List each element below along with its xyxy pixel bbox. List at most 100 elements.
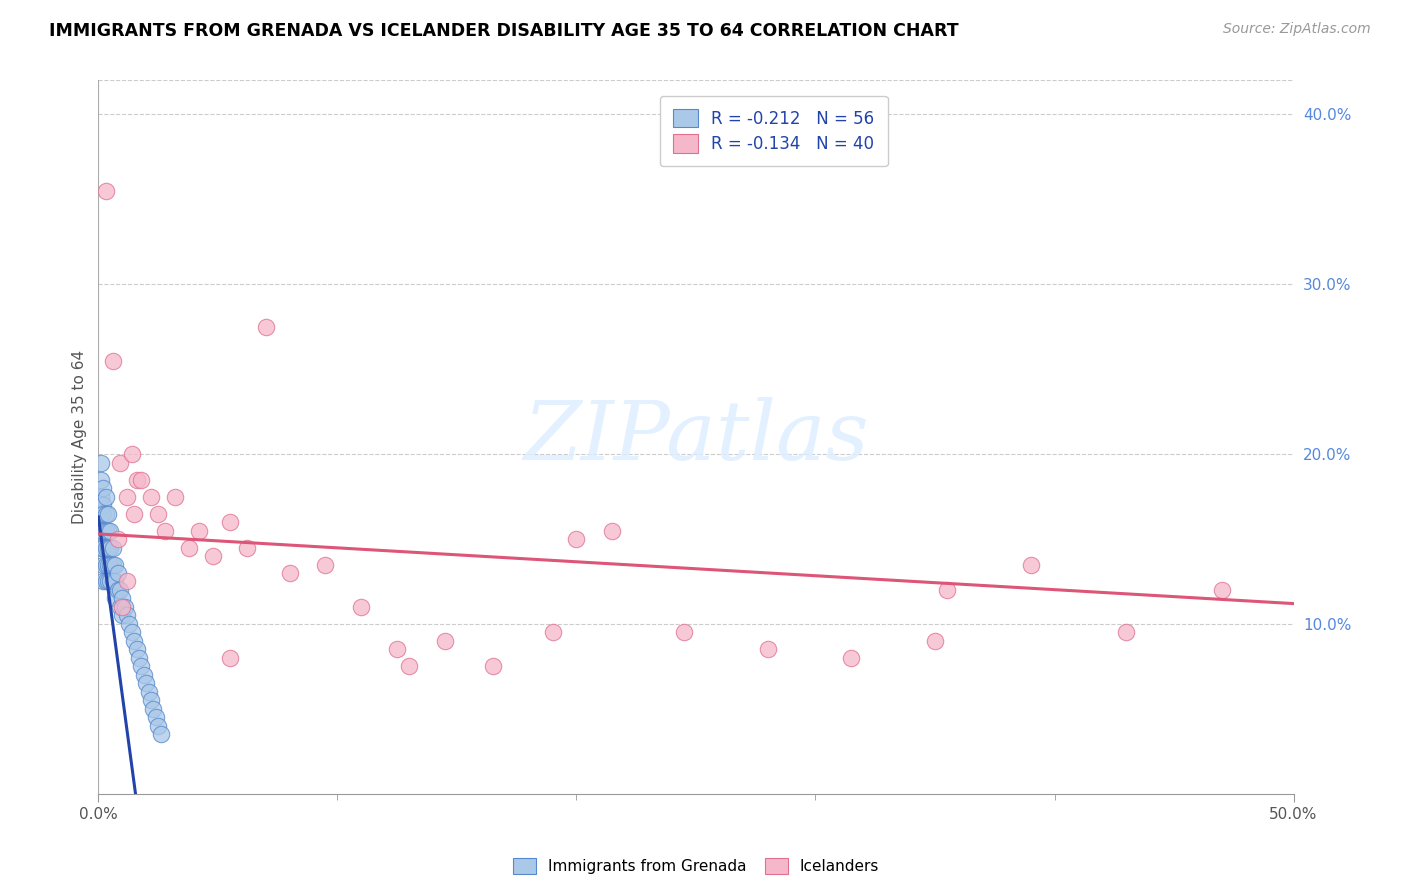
Point xyxy=(108,599,131,614)
Point xyxy=(104,591,127,606)
Point xyxy=(115,608,138,623)
Point xyxy=(118,617,141,632)
Point xyxy=(91,524,114,538)
Point xyxy=(149,727,172,741)
Point xyxy=(94,490,117,504)
Point xyxy=(350,599,373,614)
Point xyxy=(121,447,143,461)
Point xyxy=(1115,625,1137,640)
Point xyxy=(97,507,120,521)
Point xyxy=(91,507,114,521)
Point xyxy=(101,558,124,572)
Point xyxy=(104,558,127,572)
Point xyxy=(107,566,129,580)
Point xyxy=(111,591,134,606)
Point xyxy=(924,634,946,648)
Point xyxy=(94,507,117,521)
Point xyxy=(94,541,117,555)
Point xyxy=(94,184,117,198)
Point xyxy=(108,456,131,470)
Point xyxy=(125,473,148,487)
Point xyxy=(145,710,167,724)
Point xyxy=(90,541,112,555)
Point xyxy=(124,634,146,648)
Point xyxy=(90,490,112,504)
Point xyxy=(385,642,409,657)
Point xyxy=(101,353,124,368)
Point xyxy=(124,507,146,521)
Point xyxy=(202,549,225,563)
Point xyxy=(315,558,337,572)
Y-axis label: Disability Age 35 to 64: Disability Age 35 to 64 xyxy=(72,350,87,524)
Point xyxy=(115,574,138,589)
Point xyxy=(90,524,112,538)
Point xyxy=(565,532,588,546)
Point xyxy=(131,659,153,673)
Point xyxy=(91,558,114,572)
Point xyxy=(91,541,114,555)
Text: ZIPatlas: ZIPatlas xyxy=(523,397,869,477)
Point xyxy=(108,582,131,597)
Point xyxy=(235,541,257,555)
Point xyxy=(163,490,186,504)
Point xyxy=(278,566,301,580)
Point xyxy=(481,659,505,673)
Point xyxy=(90,456,112,470)
Point xyxy=(121,625,143,640)
Point xyxy=(101,541,124,555)
Point xyxy=(756,642,779,657)
Point xyxy=(131,473,153,487)
Point xyxy=(97,574,120,589)
Point xyxy=(94,558,117,572)
Point xyxy=(138,685,160,699)
Point xyxy=(1019,558,1042,572)
Point xyxy=(104,574,127,589)
Point xyxy=(115,490,138,504)
Point xyxy=(148,719,170,733)
Point xyxy=(128,651,150,665)
Legend: Immigrants from Grenada, Icelanders: Immigrants from Grenada, Icelanders xyxy=(506,852,886,880)
Point xyxy=(135,676,157,690)
Point xyxy=(398,659,420,673)
Point xyxy=(107,582,129,597)
Point xyxy=(98,541,122,555)
Point xyxy=(91,481,114,495)
Point xyxy=(936,582,959,597)
Point xyxy=(107,532,129,546)
Point xyxy=(139,490,162,504)
Point xyxy=(142,702,165,716)
Point xyxy=(125,642,148,657)
Point xyxy=(841,651,863,665)
Point xyxy=(155,524,177,538)
Point xyxy=(111,599,134,614)
Point xyxy=(114,599,136,614)
Point xyxy=(91,498,114,512)
Point xyxy=(97,524,120,538)
Point xyxy=(219,651,242,665)
Point xyxy=(179,541,201,555)
Text: IMMIGRANTS FROM GRENADA VS ICELANDER DISABILITY AGE 35 TO 64 CORRELATION CHART: IMMIGRANTS FROM GRENADA VS ICELANDER DIS… xyxy=(49,22,959,40)
Point xyxy=(97,558,120,572)
Point xyxy=(541,625,564,640)
Point xyxy=(111,608,134,623)
Point xyxy=(97,541,120,555)
Point xyxy=(101,574,124,589)
Point xyxy=(98,558,122,572)
Point xyxy=(602,524,624,538)
Point xyxy=(90,473,112,487)
Point xyxy=(98,574,122,589)
Point xyxy=(94,524,117,538)
Point xyxy=(94,574,117,589)
Point xyxy=(148,507,170,521)
Point xyxy=(132,668,155,682)
Point xyxy=(187,524,209,538)
Point xyxy=(1211,582,1233,597)
Text: Source: ZipAtlas.com: Source: ZipAtlas.com xyxy=(1223,22,1371,37)
Point xyxy=(219,515,242,529)
Point xyxy=(98,524,122,538)
Point xyxy=(673,625,696,640)
Point xyxy=(90,507,112,521)
Point xyxy=(254,319,277,334)
Point xyxy=(139,693,162,707)
Point xyxy=(91,574,114,589)
